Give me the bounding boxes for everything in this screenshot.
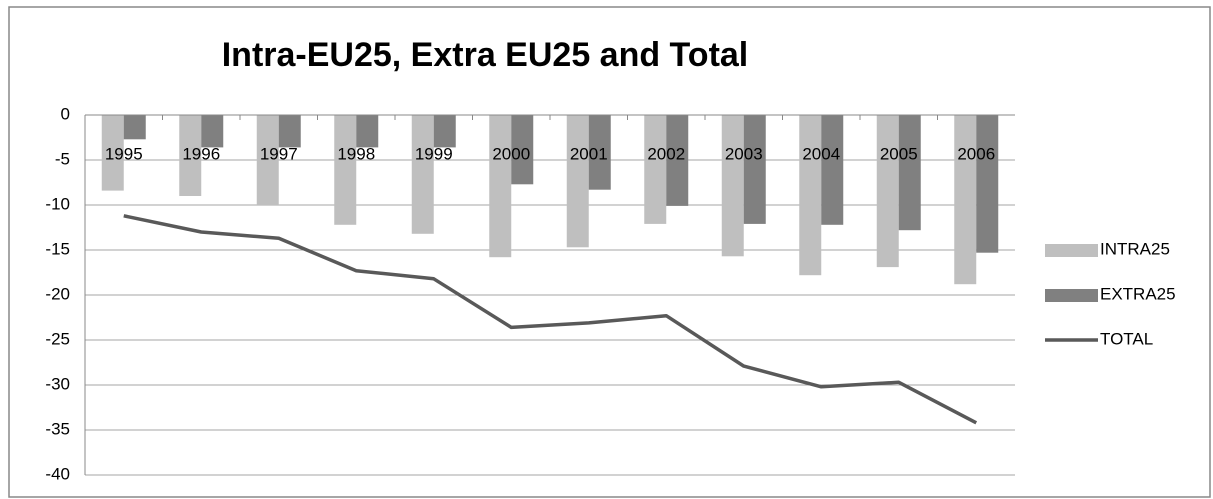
line [123, 214, 978, 425]
legend-swatch [1045, 289, 1098, 302]
x-tick-label: 2000 [492, 144, 530, 163]
bar [588, 115, 611, 190]
y-tick-label: -30 [45, 374, 70, 393]
legend-label: EXTRA25 [1100, 284, 1176, 303]
bar [876, 115, 899, 268]
bar [566, 115, 589, 248]
x-tick-label: 1996 [182, 144, 220, 163]
bar [123, 115, 146, 140]
bar [356, 115, 379, 148]
legend-label: INTRA25 [1100, 239, 1170, 258]
x-tick-label: 2004 [802, 144, 840, 163]
y-tick-label: 0 [61, 104, 70, 123]
y-tick-label: -20 [45, 284, 70, 303]
bar [489, 115, 512, 258]
x-tick-label: 2005 [880, 144, 918, 163]
y-tick-label: -40 [45, 464, 70, 483]
x-tick-label: 1999 [415, 144, 453, 163]
chart-title: Intra-EU25, Extra EU25 and Total [222, 36, 749, 74]
y-tick-label: -35 [45, 419, 70, 438]
y-tick-label: -15 [45, 239, 70, 258]
x-tick-label: 2002 [647, 144, 685, 163]
bar [101, 115, 124, 191]
bar [898, 115, 921, 231]
y-tick-label: -5 [55, 149, 70, 168]
bar [179, 115, 202, 196]
y-tick-label: -10 [45, 194, 70, 213]
y-tick-label: -25 [45, 329, 70, 348]
bar [644, 115, 667, 224]
x-tick-label: 2003 [725, 144, 763, 163]
bar [511, 115, 534, 185]
bar [954, 115, 977, 285]
bar [821, 115, 844, 225]
x-tick-label: 1997 [260, 144, 298, 163]
bar [976, 115, 999, 253]
bar [433, 115, 456, 148]
legend-label: TOTAL [1100, 329, 1153, 348]
x-tick-label: 2006 [957, 144, 995, 163]
bar [201, 115, 224, 148]
chart-frame [8, 6, 1211, 498]
bar [721, 115, 744, 257]
x-tick-label: 1995 [105, 144, 143, 163]
bar [666, 115, 689, 206]
x-tick-label: 1998 [337, 144, 375, 163]
bar [278, 115, 301, 148]
bar [256, 115, 279, 205]
x-tick-label: 2001 [570, 144, 608, 163]
bar [334, 115, 357, 225]
legend-swatch [1045, 244, 1098, 257]
bar [799, 115, 822, 276]
bar [411, 115, 434, 234]
bar [743, 115, 766, 224]
